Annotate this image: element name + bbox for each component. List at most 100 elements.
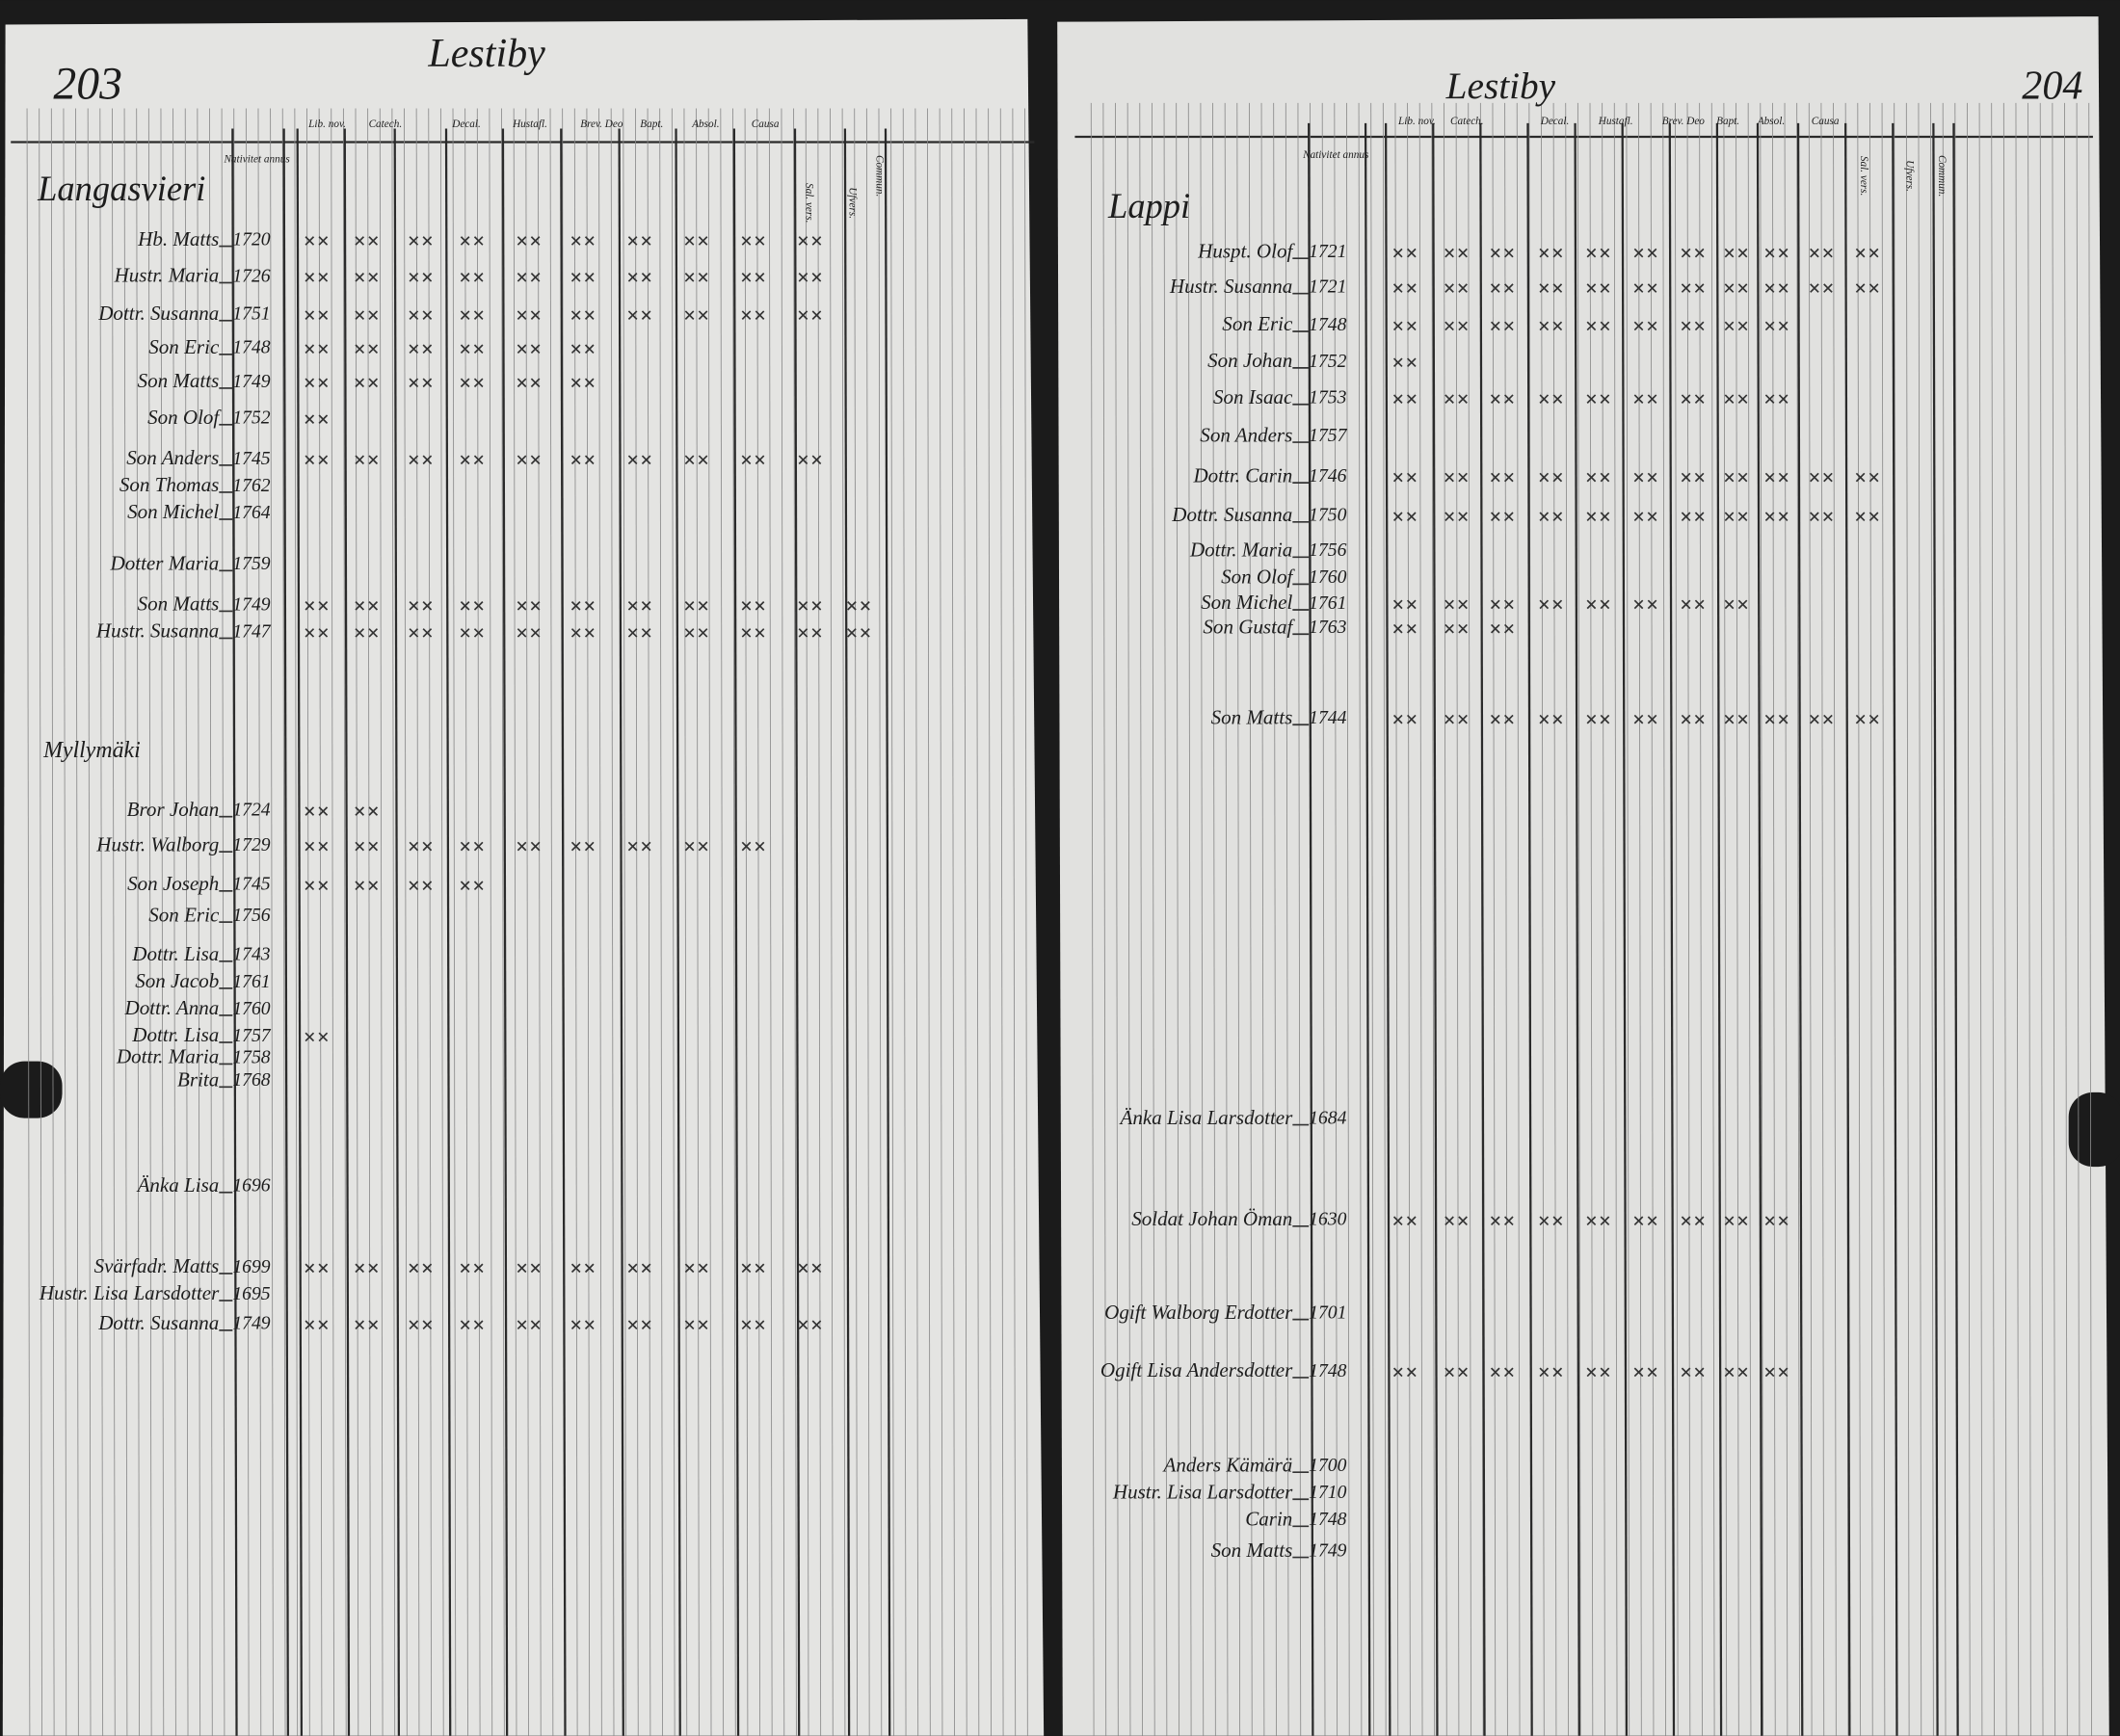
tally-mark bbox=[473, 378, 484, 388]
tally-mark bbox=[318, 806, 329, 816]
binding-hole bbox=[0, 1061, 63, 1118]
ruled-line bbox=[476, 108, 481, 1736]
tally-mark bbox=[1737, 714, 1748, 724]
tally-mark bbox=[570, 273, 581, 282]
tally-mark bbox=[305, 378, 315, 388]
member-name: Dottr. Lisa bbox=[131, 1023, 219, 1046]
ruled-line bbox=[696, 108, 700, 1736]
tally-mark bbox=[741, 1320, 752, 1330]
tally-mark bbox=[1490, 623, 1500, 634]
tally-mark bbox=[305, 344, 315, 355]
tally-mark bbox=[305, 273, 315, 282]
tally-mark bbox=[798, 455, 808, 465]
ruled-line bbox=[2064, 102, 2068, 1736]
tally-mark bbox=[627, 310, 638, 320]
ruled-line bbox=[1102, 102, 1107, 1736]
tally-mark bbox=[641, 628, 651, 638]
tally-mark bbox=[741, 1263, 752, 1274]
tally-mark bbox=[1586, 1216, 1597, 1226]
tally-mark bbox=[318, 881, 329, 891]
birth-year: 1721 bbox=[1309, 241, 1346, 262]
ruled-line bbox=[1151, 102, 1155, 1736]
tally-mark bbox=[755, 841, 765, 852]
tally-mark bbox=[368, 841, 379, 852]
tally-mark bbox=[305, 601, 315, 611]
ruled-line bbox=[1163, 102, 1168, 1736]
tally-mark bbox=[1552, 1216, 1563, 1226]
tally-mark bbox=[1539, 472, 1550, 483]
tally-mark bbox=[355, 1263, 365, 1274]
member-name: Dottr. Anna bbox=[124, 996, 220, 1019]
column-line bbox=[1668, 122, 1676, 1736]
tally-mark bbox=[1810, 283, 1819, 293]
tally-mark bbox=[1681, 394, 1691, 404]
tally-mark bbox=[1694, 714, 1705, 724]
ruled-line bbox=[1115, 102, 1119, 1736]
tally-mark bbox=[1552, 283, 1563, 293]
tally-mark bbox=[584, 601, 595, 611]
ruled-line bbox=[1126, 102, 1131, 1736]
tally-mark bbox=[530, 601, 541, 611]
tally-mark bbox=[641, 601, 651, 611]
tally-mark bbox=[409, 1320, 419, 1330]
birth-year: 1748 bbox=[1309, 1509, 1346, 1530]
birth-year: 1751 bbox=[232, 303, 270, 325]
tally-mark bbox=[1737, 1216, 1748, 1226]
ruled-line bbox=[793, 108, 797, 1736]
tally-mark bbox=[811, 455, 822, 465]
ruled-line bbox=[26, 108, 31, 1736]
tally-mark bbox=[1490, 472, 1500, 483]
tally-mark bbox=[1737, 394, 1748, 404]
tally-mark bbox=[530, 273, 541, 282]
tally-mark bbox=[1737, 599, 1748, 610]
ruled-line bbox=[878, 108, 883, 1736]
tally-mark bbox=[1724, 599, 1735, 610]
tally-mark bbox=[1724, 1367, 1735, 1378]
member-name: Hustr. Maria bbox=[114, 264, 220, 287]
birth-year: 1758 bbox=[232, 1046, 270, 1067]
ruled-line bbox=[1139, 102, 1144, 1736]
ruled-line bbox=[123, 108, 128, 1736]
tally-mark bbox=[1855, 283, 1866, 293]
tally-mark bbox=[318, 310, 329, 320]
ruled-line bbox=[854, 108, 858, 1736]
tally-mark bbox=[861, 601, 870, 611]
binding-hole bbox=[2068, 1092, 2120, 1168]
ruled-line bbox=[112, 108, 116, 1736]
tally-mark bbox=[1633, 394, 1644, 404]
tally-mark bbox=[1647, 283, 1657, 293]
tally-mark bbox=[684, 1263, 695, 1274]
member-name: Son Anders bbox=[126, 446, 219, 469]
tally-mark bbox=[570, 236, 581, 246]
tally-mark bbox=[1444, 512, 1454, 522]
tally-mark bbox=[422, 273, 433, 282]
tally-mark bbox=[1778, 321, 1789, 331]
column-line bbox=[618, 128, 624, 1736]
tally-mark bbox=[318, 236, 329, 246]
ruled-line bbox=[1710, 102, 1715, 1736]
ruled-line bbox=[817, 108, 822, 1736]
ruled-line bbox=[1370, 102, 1374, 1736]
tally-mark bbox=[473, 344, 484, 355]
ruled-line bbox=[1978, 102, 1983, 1736]
ruled-line bbox=[245, 108, 250, 1736]
ruled-line bbox=[963, 108, 967, 1736]
household-name: Langasvieri bbox=[37, 170, 205, 208]
tally-mark bbox=[473, 601, 484, 611]
tally-mark bbox=[1406, 248, 1417, 258]
ruled-line bbox=[1577, 102, 1581, 1736]
tally-mark bbox=[1504, 714, 1514, 724]
ruled-line bbox=[1613, 102, 1618, 1736]
ruled-line bbox=[1833, 102, 1837, 1736]
ruled-line bbox=[87, 108, 92, 1736]
column-header: Lib. nov. bbox=[307, 118, 346, 130]
member-name: Hustr. Walborg bbox=[95, 832, 219, 855]
ruled-line bbox=[1212, 102, 1216, 1736]
tally-mark bbox=[1504, 248, 1514, 258]
ruled-line bbox=[525, 108, 530, 1736]
column-line bbox=[1364, 122, 1371, 1736]
tally-mark bbox=[570, 455, 581, 465]
tally-mark bbox=[1600, 321, 1610, 331]
tally-mark bbox=[741, 841, 752, 852]
